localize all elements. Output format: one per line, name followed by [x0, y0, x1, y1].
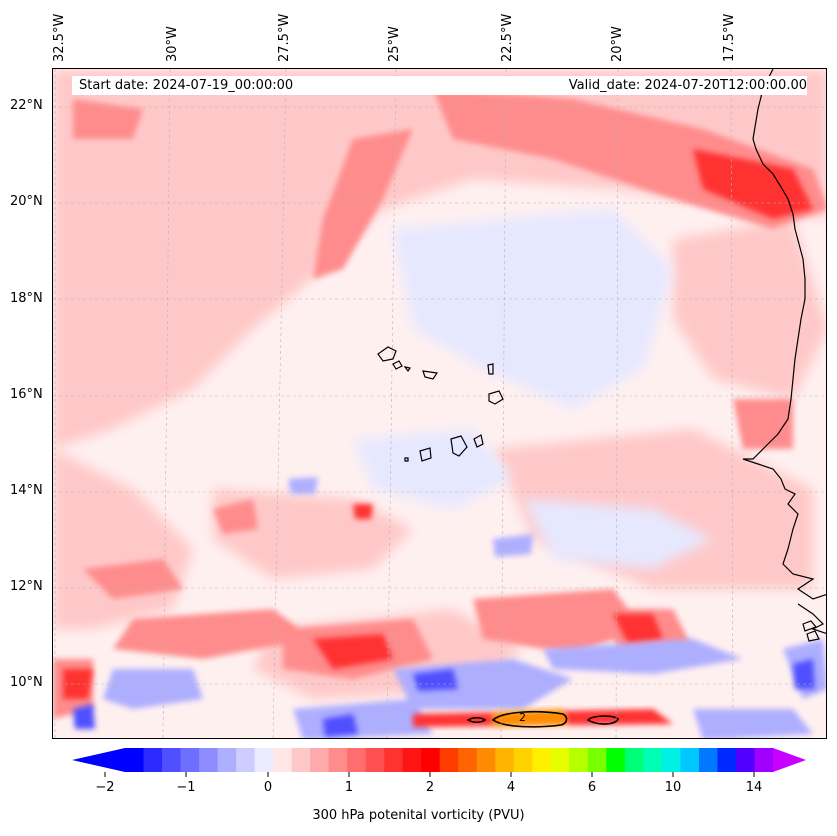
colorbar-cell	[661, 748, 681, 772]
light-blue-regions	[353, 209, 713, 569]
colorbar-cell	[384, 748, 404, 772]
colorbar-cell	[476, 748, 496, 772]
colorbar-cell	[162, 748, 182, 772]
colorbar-cell	[550, 748, 570, 772]
lat-label-20n: 20°N	[10, 194, 43, 209]
colorbar-cell	[643, 748, 663, 772]
cape-verde-islands	[377, 346, 504, 462]
colorbar-cell	[495, 748, 515, 772]
colorbar-tick-label: 4	[506, 780, 516, 795]
colorbar-cell	[569, 748, 589, 772]
start-date-label: Start date: 2024-07-19_00:00:00	[79, 78, 294, 93]
colorbar-tick-label: 0	[263, 780, 273, 795]
colorbar-tick-label: −1	[176, 780, 196, 795]
colorbar-tick-label: 10	[664, 780, 682, 795]
colorbar-cell	[587, 748, 607, 772]
colorbar-cell	[754, 748, 774, 772]
colorbar-tick-label: 14	[745, 780, 763, 795]
strong-blue-cores	[73, 659, 815, 737]
lat-label-10n: 10°N	[10, 675, 43, 690]
contour-2pvu	[466, 710, 619, 728]
colorbar-under-triangle	[72, 748, 125, 772]
colorbar-tick-label: 6	[587, 780, 597, 795]
colorbar-cell	[236, 748, 256, 772]
colorbar-cells	[125, 748, 774, 772]
colorbar-cell	[606, 748, 626, 772]
colorbar-cell	[532, 748, 552, 772]
colorbar-tick-label: 1	[344, 780, 354, 795]
colorbar-cell	[680, 748, 700, 772]
map-panel[interactable]: 2	[52, 68, 827, 739]
colorbar-cell	[365, 748, 385, 772]
colorbar-ticks	[104, 772, 755, 777]
pv-field: 2	[53, 69, 826, 738]
colorbar-cell	[624, 748, 644, 772]
colorbar-cell	[698, 748, 718, 772]
lat-label-16n: 16°N	[10, 387, 43, 402]
colorbar-tick-label: 2	[425, 780, 435, 795]
colorbar-cell	[273, 748, 293, 772]
colorbar-cell	[735, 748, 755, 772]
colorbar-over-triangle	[773, 748, 806, 772]
info-bar	[72, 76, 807, 95]
colorbar-cell	[347, 748, 367, 772]
strong-red-cores	[63, 149, 813, 699]
valid-date-label: Valid_date: 2024-07-20T12:00:00.00	[568, 78, 807, 93]
colorbar-cell	[180, 748, 200, 772]
colorbar-cell	[217, 748, 237, 772]
lat-label-22n: 22°N	[10, 98, 43, 113]
colorbar-cell	[291, 748, 311, 772]
lat-label-14n: 14°N	[10, 483, 43, 498]
colorbar-cell	[328, 748, 348, 772]
lat-label-12n: 12°N	[10, 579, 43, 594]
colorbar-cell	[143, 748, 163, 772]
colorbar-cell	[717, 748, 737, 772]
colorbar-cell	[125, 748, 145, 772]
colorbar-cell	[458, 748, 478, 772]
colorbar-cell	[199, 748, 219, 772]
lat-label-18n: 18°N	[10, 291, 43, 306]
colorbar-cell	[439, 748, 459, 772]
colorbar-title: 300 hPa potenital vorticity (PVU)	[312, 808, 525, 823]
colorbar-cell	[421, 748, 441, 772]
coastline	[742, 69, 826, 642]
colorbar-cell	[402, 748, 422, 772]
graticule	[53, 69, 826, 738]
colorbar-tick-label: −2	[95, 780, 115, 795]
colorbar-cell	[310, 748, 330, 772]
colorbar-cell	[254, 748, 274, 772]
contour-label: 2	[519, 711, 526, 724]
colorbar-cell	[513, 748, 533, 772]
